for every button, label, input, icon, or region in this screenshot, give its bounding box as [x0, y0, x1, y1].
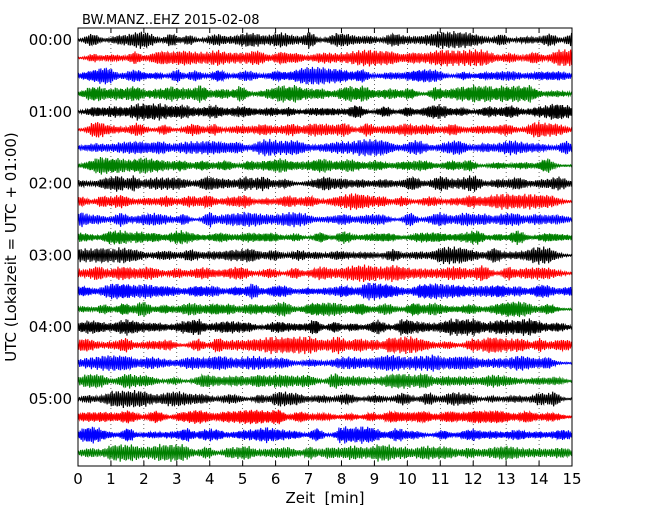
y-axis-label: UTC (Lokalzeit = UTC + 01:00) [2, 132, 20, 362]
trace-03:00 [77, 246, 573, 265]
trace-05:00 [77, 390, 573, 408]
y-tick-label: 01:00 [29, 103, 72, 121]
y-tick-label: 02:00 [29, 175, 72, 193]
x-tick-label: 1 [106, 470, 116, 488]
trace-00:30 [77, 66, 573, 85]
trace-03:30 [77, 282, 573, 301]
x-tick-label: 9 [370, 470, 380, 488]
x-tick-label: 4 [205, 470, 215, 488]
trace-02:45 [77, 230, 573, 245]
trace-04:45 [77, 372, 573, 390]
x-tick-label: 7 [304, 470, 314, 488]
trace-03:15 [77, 264, 573, 283]
x-tick-label: 10 [398, 470, 417, 488]
traces [77, 31, 573, 462]
trace-05:45 [77, 443, 573, 462]
x-tick-label: 13 [497, 470, 516, 488]
x-tick-label: 3 [172, 470, 182, 488]
trace-01:30 [77, 138, 573, 157]
y-tick-label: 00:00 [29, 31, 72, 49]
trace-02:00 [77, 175, 573, 192]
y-tick-label: 03:00 [29, 246, 72, 264]
trace-00:15 [77, 49, 573, 67]
x-tick-label: 11 [431, 470, 450, 488]
trace-00:00 [77, 31, 573, 50]
x-tick-label: 12 [464, 470, 483, 488]
x-axis-label: Zeit [min] [285, 489, 364, 507]
x-tick-label: 0 [73, 470, 83, 488]
x-axis: 0 1 2 3 4 5 6 7 8 9 10 11 12 13 14 15 [73, 28, 582, 488]
y-tick-label: 04:00 [29, 318, 72, 336]
plot-frame [77, 27, 573, 467]
trace-00:45 [77, 84, 573, 103]
x-tick-label: 6 [271, 470, 281, 488]
trace-04:00 [77, 318, 573, 336]
x-tick-label: 14 [530, 470, 549, 488]
trace-03:45 [77, 301, 573, 318]
trace-01:45 [77, 156, 573, 175]
y-axis: 00:00 01:00 02:00 03:00 04:00 05:00 [29, 31, 572, 408]
trace-01:15 [77, 121, 573, 138]
trace-01:00 [77, 103, 573, 121]
chart-title: BW.MANZ..EHZ 2015-02-08 [82, 13, 260, 28]
trace-02:15 [77, 193, 573, 211]
trace-04:30 [77, 354, 573, 372]
y-tick-label: 05:00 [29, 390, 72, 408]
x-tick-label: 15 [562, 470, 581, 488]
x-tick-label: 8 [337, 470, 347, 488]
trace-02:30 [77, 211, 573, 228]
x-tick-label: 2 [139, 470, 149, 488]
trace-05:30 [77, 426, 573, 444]
trace-05:15 [77, 409, 573, 425]
trace-04:15 [77, 336, 573, 355]
x-tick-label: 5 [238, 470, 248, 488]
